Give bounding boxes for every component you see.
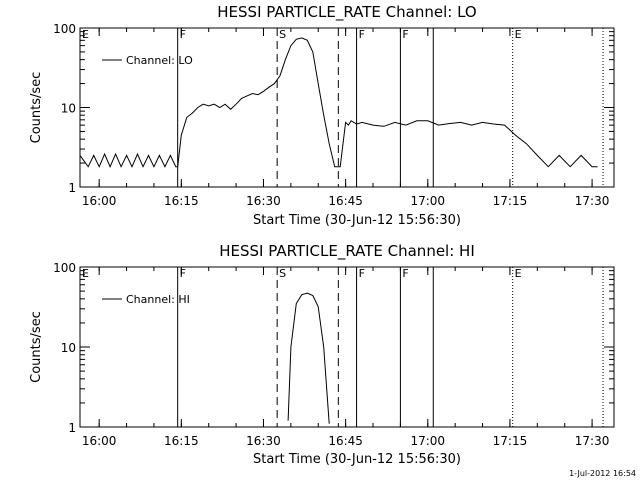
- event-marker-label: F: [402, 28, 408, 41]
- y-tick-label: 10: [61, 341, 76, 355]
- y-tick-label: 100: [53, 22, 76, 36]
- event-marker-label: F: [359, 267, 365, 280]
- corner-marker-label: E: [82, 267, 89, 280]
- x-tick-label: 17:15: [493, 194, 528, 208]
- plot-frame: [79, 27, 615, 188]
- y-axis-label: Counts/sec: [29, 311, 44, 383]
- x-tick-label: 16:00: [82, 194, 117, 208]
- event-marker-label: S: [279, 267, 286, 280]
- y-tick-label: 10: [61, 102, 76, 116]
- footer-timestamp: 1-Jul-2012 16:54: [569, 469, 636, 478]
- chart-title: HESSI PARTICLE_RATE Channel: LO: [217, 3, 476, 22]
- x-tick-label: 17:15: [493, 434, 528, 448]
- legend-entry: Channel: LO: [126, 54, 193, 67]
- y-tick-label: 1: [68, 181, 76, 195]
- event-marker-label: E: [515, 267, 522, 280]
- x-tick-label: 16:15: [164, 194, 199, 208]
- x-tick-label: 17:00: [410, 434, 445, 448]
- y-tick-label: 100: [53, 261, 76, 275]
- series-line: [287, 292, 330, 424]
- event-marker-label: F: [180, 28, 186, 41]
- event-marker-label: F: [180, 267, 186, 280]
- event-marker-label: F: [402, 267, 408, 280]
- legend-entry: Channel: HI: [126, 293, 190, 306]
- chart-title: HESSI PARTICLE_RATE Channel: HI: [219, 242, 475, 261]
- event-marker-label: F: [359, 28, 365, 41]
- x-tick-label: 16:15: [164, 434, 199, 448]
- x-axis-label: Start Time (30-Jun-12 15:56:30): [253, 213, 461, 228]
- x-tick-label: 16:30: [246, 434, 281, 448]
- y-tick-label: 1: [68, 421, 76, 435]
- event-marker-label: S: [279, 28, 286, 41]
- event-marker-label: E: [515, 28, 522, 41]
- x-tick-label: 17:30: [575, 434, 610, 448]
- x-axis-label: Start Time (30-Jun-12 15:56:30): [253, 452, 461, 467]
- x-tick-label: 16:30: [246, 194, 281, 208]
- lo-channel-panel: HESSI PARTICLE_RATE Channel: LO 16:00 16:1…: [29, 3, 615, 228]
- series-line: [79, 37, 598, 168]
- x-tick-label: 17:30: [575, 194, 610, 208]
- y-axis-label: Counts/sec: [29, 72, 44, 144]
- corner-marker-label: E: [82, 28, 89, 41]
- hi-channel-panel: HESSI PARTICLE_RATE Channel: HI 16:00 16:1…: [29, 242, 615, 467]
- x-tick-label: 16:45: [328, 194, 363, 208]
- x-tick-label: 17:00: [410, 194, 445, 208]
- x-tick-label: 16:00: [82, 434, 117, 448]
- plot-frame: [79, 266, 615, 428]
- x-tick-label: 16:45: [328, 434, 363, 448]
